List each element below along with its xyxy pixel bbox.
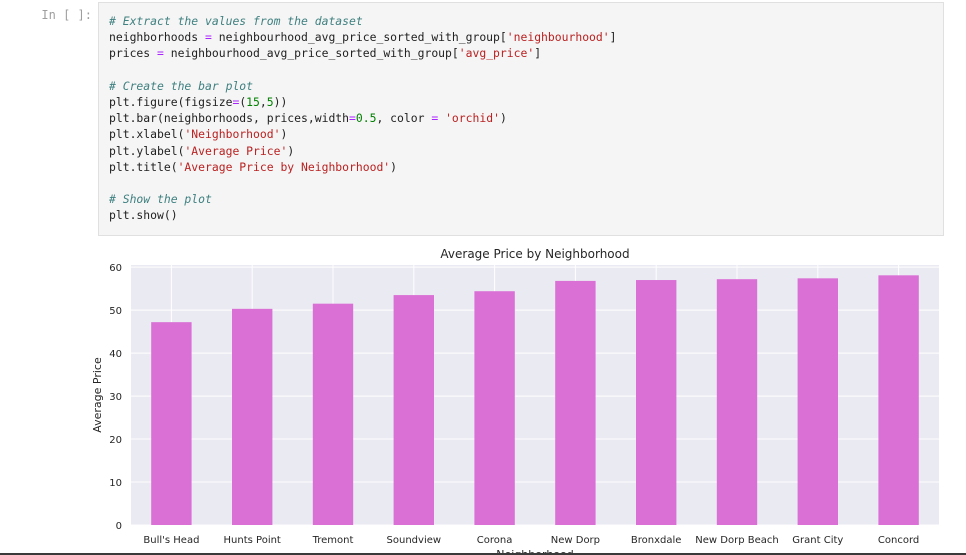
cell-prompt: In [ ]: <box>41 8 92 22</box>
code-token: 'Average Price' <box>184 143 288 158</box>
code-token: plt.show() <box>109 208 178 223</box>
code-token: plt.title( <box>109 159 178 174</box>
code-token: = <box>157 46 164 61</box>
x-axis-label: Neighborhood <box>496 548 573 555</box>
code-token: 15 <box>246 94 260 109</box>
code-token: , color <box>376 111 432 126</box>
chart-title: Average Price by Neighborhood <box>440 247 629 261</box>
code-line: plt.title('Average Price by Neighborhood… <box>109 159 617 175</box>
code-token: # Extract the values from the dataset <box>109 14 363 28</box>
code-token: ( <box>239 94 247 109</box>
x-tick-label: Grant City <box>792 535 843 546</box>
code-token: = <box>232 94 240 109</box>
code-token: neighborhoods <box>109 30 206 45</box>
code-token: ] <box>534 46 542 61</box>
code-token: ] <box>609 30 617 45</box>
code-token: 5 <box>266 94 274 109</box>
code-line <box>109 175 617 191</box>
bar <box>232 308 273 525</box>
code-token: 'neighbourhood' <box>506 30 610 45</box>
y-tick-label: 10 <box>109 478 122 489</box>
bar <box>878 275 919 525</box>
code-line: plt.bar(neighborhoods, prices,width=0.5,… <box>109 110 617 126</box>
x-tick-label: Bronxdale <box>631 535 682 546</box>
code-line: neighborhoods = neighbourhood_avg_price_… <box>109 29 617 45</box>
code-token: ) <box>287 143 295 158</box>
bar <box>797 278 838 525</box>
code-token: plt.figure(figsize <box>109 94 233 109</box>
code-token: neighbourhood_avg_price_sorted_with_grou… <box>163 46 459 61</box>
bar <box>474 291 515 525</box>
x-tick-label: Tremont <box>312 535 354 546</box>
code-token: ) <box>390 159 398 174</box>
code-line: plt.ylabel('Average Price') <box>109 143 617 159</box>
code-token: 'avg_price' <box>458 46 535 61</box>
y-tick-label: 40 <box>109 349 122 360</box>
code-token: prices <box>109 46 158 61</box>
y-tick-label: 50 <box>109 306 122 317</box>
code-line: plt.show() <box>109 207 617 223</box>
bar <box>312 303 354 525</box>
bar <box>636 280 677 525</box>
x-tick-label: Soundview <box>387 535 442 546</box>
code-token: ) <box>499 111 507 126</box>
code-line: # Extract the values from the dataset <box>109 13 617 29</box>
bar <box>555 280 596 525</box>
code-token: # Create the bar plot <box>109 78 254 93</box>
code-token: # Show the plot <box>109 192 212 207</box>
x-tick-label: Hunts Point <box>224 535 281 546</box>
x-tick-label: Corona <box>477 535 513 546</box>
y-tick-label: 60 <box>109 263 122 274</box>
y-axis-label: Average Price <box>91 357 104 433</box>
code-line: plt.xlabel('Neighborhood') <box>109 126 617 142</box>
code-token: = <box>349 111 356 126</box>
y-tick-label: 20 <box>109 435 122 446</box>
code-token: 0.5 <box>355 111 377 126</box>
y-tick-label: 30 <box>109 392 122 403</box>
code-token: 'Neighborhood' <box>184 127 281 142</box>
bar <box>716 279 758 525</box>
cell-output: 0 10 20 30 40 50 60 Bull's Head Hunts Point Tremo… <box>0 238 966 555</box>
code-token: 'Average Price by Neighborhood' <box>177 159 391 174</box>
code-token: plt.xlabel( <box>109 127 185 142</box>
x-tick-label: Concord <box>878 535 919 546</box>
bar <box>151 322 192 525</box>
code-line <box>109 62 617 78</box>
code-token: , <box>259 94 267 109</box>
code-token: )) <box>273 94 288 109</box>
x-tick-label: New Dorp <box>551 535 600 546</box>
code-cell-editor[interactable]: # Extract the values from the dataset nei… <box>98 2 944 236</box>
bottom-border <box>0 553 966 555</box>
code-line: plt.figure(figsize=(15,5)) <box>109 94 617 110</box>
code-token: plt.bar(neighborhoods, prices,width <box>109 111 350 126</box>
code-line: # Create the bar plot <box>109 78 617 94</box>
code-token: 'orchid' <box>445 111 500 126</box>
code-token: = <box>431 111 439 126</box>
code-token: plt.ylabel( <box>109 143 185 158</box>
code-line: # Show the plot <box>109 191 617 207</box>
code-text[interactable]: # Extract the values from the dataset nei… <box>109 13 617 223</box>
code-token: ) <box>280 127 288 142</box>
code-line: prices = neighbourhood_avg_price_sorted_… <box>109 45 617 61</box>
y-tick-label: 0 <box>116 521 122 532</box>
code-token: neighbourhood_avg_price_sorted_with_grou… <box>211 30 507 45</box>
bar-chart: 0 10 20 30 40 50 60 Bull's Head Hunts Point Tremo… <box>91 247 939 555</box>
bar <box>393 295 434 525</box>
x-tick-label: Bull's Head <box>143 535 199 546</box>
code-token: = <box>205 30 212 45</box>
x-tick-label: New Dorp Beach <box>695 535 778 546</box>
